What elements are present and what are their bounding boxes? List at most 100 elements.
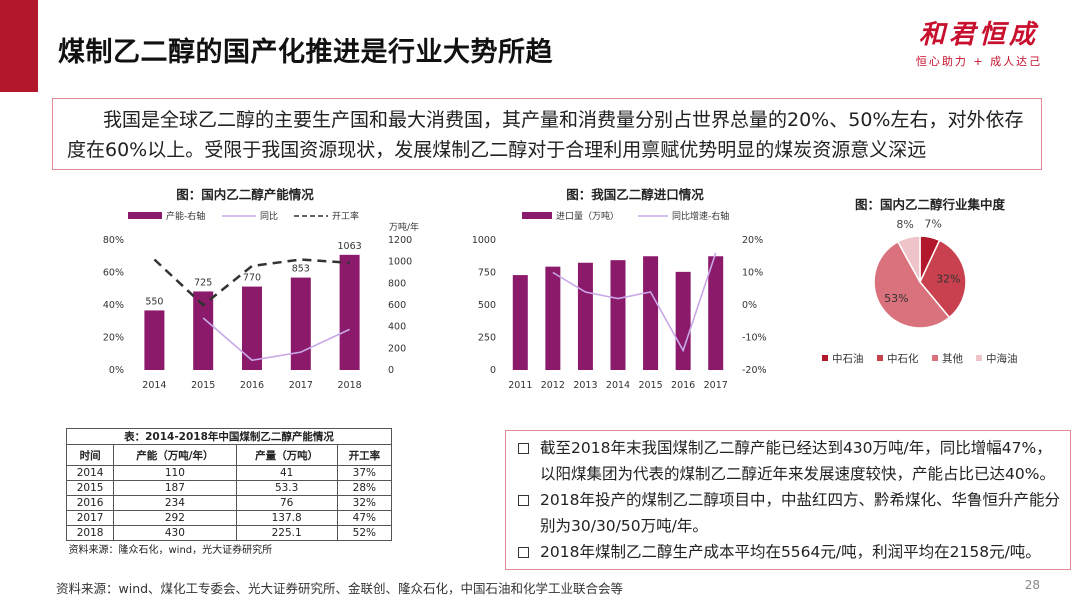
- chart1-title: 图：国内乙二醇产能情况: [176, 187, 314, 202]
- key-points: 截至2018年末我国煤制乙二醇产能已经达到430万吨/年，同比增幅47%，以阳煤…: [505, 430, 1071, 570]
- capacity-data-label: 770: [243, 273, 261, 284]
- table-cell: 41: [235, 465, 338, 481]
- pie-legend-label: 中石油: [832, 352, 864, 365]
- pie-legend-swatch: [877, 355, 883, 361]
- table-header: 产能（万吨/年）: [113, 444, 237, 466]
- capacity-bar: [144, 310, 165, 370]
- left-axis-tick: 40%: [103, 300, 124, 311]
- right-axis-tick: 1000: [388, 257, 412, 268]
- table-cell: 2015: [65, 480, 115, 496]
- left-axis-tick: 0%: [109, 365, 124, 376]
- left-axis-tick: 250: [478, 333, 496, 344]
- right-axis-tick: 20%: [742, 235, 763, 246]
- table-row: 2017 292 137.8 47%: [65, 510, 393, 526]
- table-cell: 292: [113, 510, 237, 526]
- import-bar: [643, 256, 659, 370]
- capacity-data-label: 853: [292, 264, 310, 275]
- capacity-bar: [242, 286, 262, 370]
- x-axis-tick: 2015: [191, 380, 215, 391]
- right-axis-tick: 800: [388, 278, 406, 289]
- x-axis-tick: 2016: [240, 380, 264, 391]
- right-axis-tick: 0%: [742, 300, 757, 311]
- bullet-item: 2018年煤制乙二醇生产成本平均在5564元/吨，利润平均在2158元/吨。: [516, 539, 1060, 565]
- intro-text: 我国是全球乙二醇的主要生产国和最大消费国，其产量和消费量分别占世界总量的20%、…: [52, 98, 1042, 170]
- table-row: 2014 110 41 37%: [65, 465, 393, 481]
- x-axis-tick: 2013: [573, 380, 597, 391]
- corner-accent: [0, 0, 38, 92]
- legend-swatch-capacity: [128, 212, 162, 219]
- capacity-data-label: 725: [194, 277, 212, 288]
- bullet-item: 截至2018年末我国煤制乙二醇产能已经达到430万吨/年，同比增幅47%，以阳煤…: [516, 435, 1060, 487]
- import-yoy-line: [552, 252, 717, 353]
- table-header: 产量（万吨）: [235, 444, 338, 466]
- pie-legend-swatch: [932, 355, 938, 361]
- table-cell: 53.3: [235, 480, 338, 496]
- table-cell: 2018: [65, 525, 115, 541]
- import-bar: [675, 271, 691, 370]
- legend-label-capacity: 产能-右轴: [166, 210, 205, 222]
- pie-legend-label: 中海油: [986, 352, 1018, 365]
- table-cell: 187: [113, 480, 237, 496]
- table-cell: 76: [235, 495, 338, 511]
- left-axis-tick: 60%: [103, 268, 124, 279]
- x-axis-tick: 2016: [671, 380, 695, 391]
- table-row: 2016 234 76 32%: [65, 495, 393, 511]
- table-source: 资料来源：隆众石化，wind，光大证券研究所: [66, 540, 392, 556]
- pie-slice-label: 8%: [896, 218, 913, 231]
- concentration-pie: 7% 32% 53% 8% 中石油 中石化 其他 中海油: [822, 217, 1018, 365]
- pie-slice-label: 53%: [884, 292, 908, 305]
- bullet-text: 截至2018年末我国煤制乙二醇产能已经达到430万吨/年，同比增幅47%，以阳煤…: [540, 439, 1055, 483]
- legend-label-utilization: 开工率: [332, 210, 359, 222]
- table-cell: 225.1: [235, 525, 338, 541]
- table-cell: 137.8: [235, 510, 338, 526]
- import-bar: [512, 275, 528, 370]
- x-axis-tick: 2018: [338, 380, 362, 391]
- right-axis-tick: 200: [388, 343, 406, 354]
- pie-slice: [896, 235, 921, 283]
- bullet-text: 2018年投产的煤制乙二醇项目中，中盐红四方、黔希煤化、华鲁恒升产能分别为30/…: [540, 491, 1060, 535]
- table-cell: 234: [113, 495, 237, 511]
- x-axis-tick: 2014: [606, 380, 630, 391]
- left-axis-tick: 20%: [103, 333, 124, 344]
- table-cell: 110: [113, 465, 237, 481]
- table-header: 开工率: [336, 444, 393, 466]
- table-row: 2018 430 225.1 52%: [65, 525, 393, 541]
- x-axis-tick: 2015: [638, 380, 662, 391]
- table-cell: 52%: [336, 525, 393, 541]
- capacity-data-label: 550: [145, 296, 163, 307]
- bullet-item: 2018年投产的煤制乙二醇项目中，中盐红四方、黔希煤化、华鲁恒升产能分别为30/…: [516, 487, 1060, 539]
- pie-legend-swatch: [822, 355, 828, 361]
- left-axis-tick: 750: [478, 268, 496, 279]
- left-axis-tick: 1000: [472, 235, 496, 246]
- right-axis-tick: -20%: [742, 365, 767, 376]
- left-axis-tick: 0: [490, 365, 496, 376]
- capacity-bar: [193, 291, 214, 370]
- import-bar: [708, 256, 724, 370]
- pie-slice-label: 32%: [936, 272, 960, 285]
- bullet-text: 2018年煤制乙二醇生产成本平均在5564元/吨，利润平均在2158元/吨。: [540, 543, 1041, 561]
- table-cell: 2017: [65, 510, 115, 526]
- square-bullet-icon: [518, 547, 529, 558]
- right-axis-tick: 0: [388, 365, 394, 376]
- pie-legend-swatch: [976, 355, 982, 361]
- table-cell: 37%: [336, 465, 393, 481]
- table-row: 2015 187 53.3 28%: [65, 480, 393, 496]
- pie-slice: [919, 239, 967, 319]
- table-cell: 32%: [336, 495, 393, 511]
- right-axis-tick: -10%: [742, 333, 767, 344]
- import-bar: [577, 262, 593, 370]
- import-chart: 进口量（万吨） 同比增速-右轴 0 250 500 750 1000 -20% -10% 0% 10…: [472, 210, 767, 391]
- capacity-table: 表：2014-2018年中国煤制乙二醇产能情况 时间 产能（万吨/年） 产量（万…: [65, 428, 393, 556]
- yoy-line: [202, 317, 350, 362]
- legend-label-import-yoy: 同比增速-右轴: [672, 210, 729, 222]
- chart3-title: 图：国内乙二醇行业集中度: [854, 197, 1005, 212]
- page-title: 煤制乙二醇的国产化推进是行业大势所趋: [58, 37, 553, 68]
- right-axis-tick: 400: [388, 322, 406, 333]
- legend-label-yoy: 同比: [260, 210, 278, 222]
- chart2-title: 图：我国乙二醇进口情况: [566, 187, 704, 202]
- square-bullet-icon: [518, 443, 529, 454]
- page-number: 28: [1024, 578, 1040, 592]
- table-cell: 2016: [65, 495, 115, 511]
- pie-legend-label: 其他: [942, 352, 963, 365]
